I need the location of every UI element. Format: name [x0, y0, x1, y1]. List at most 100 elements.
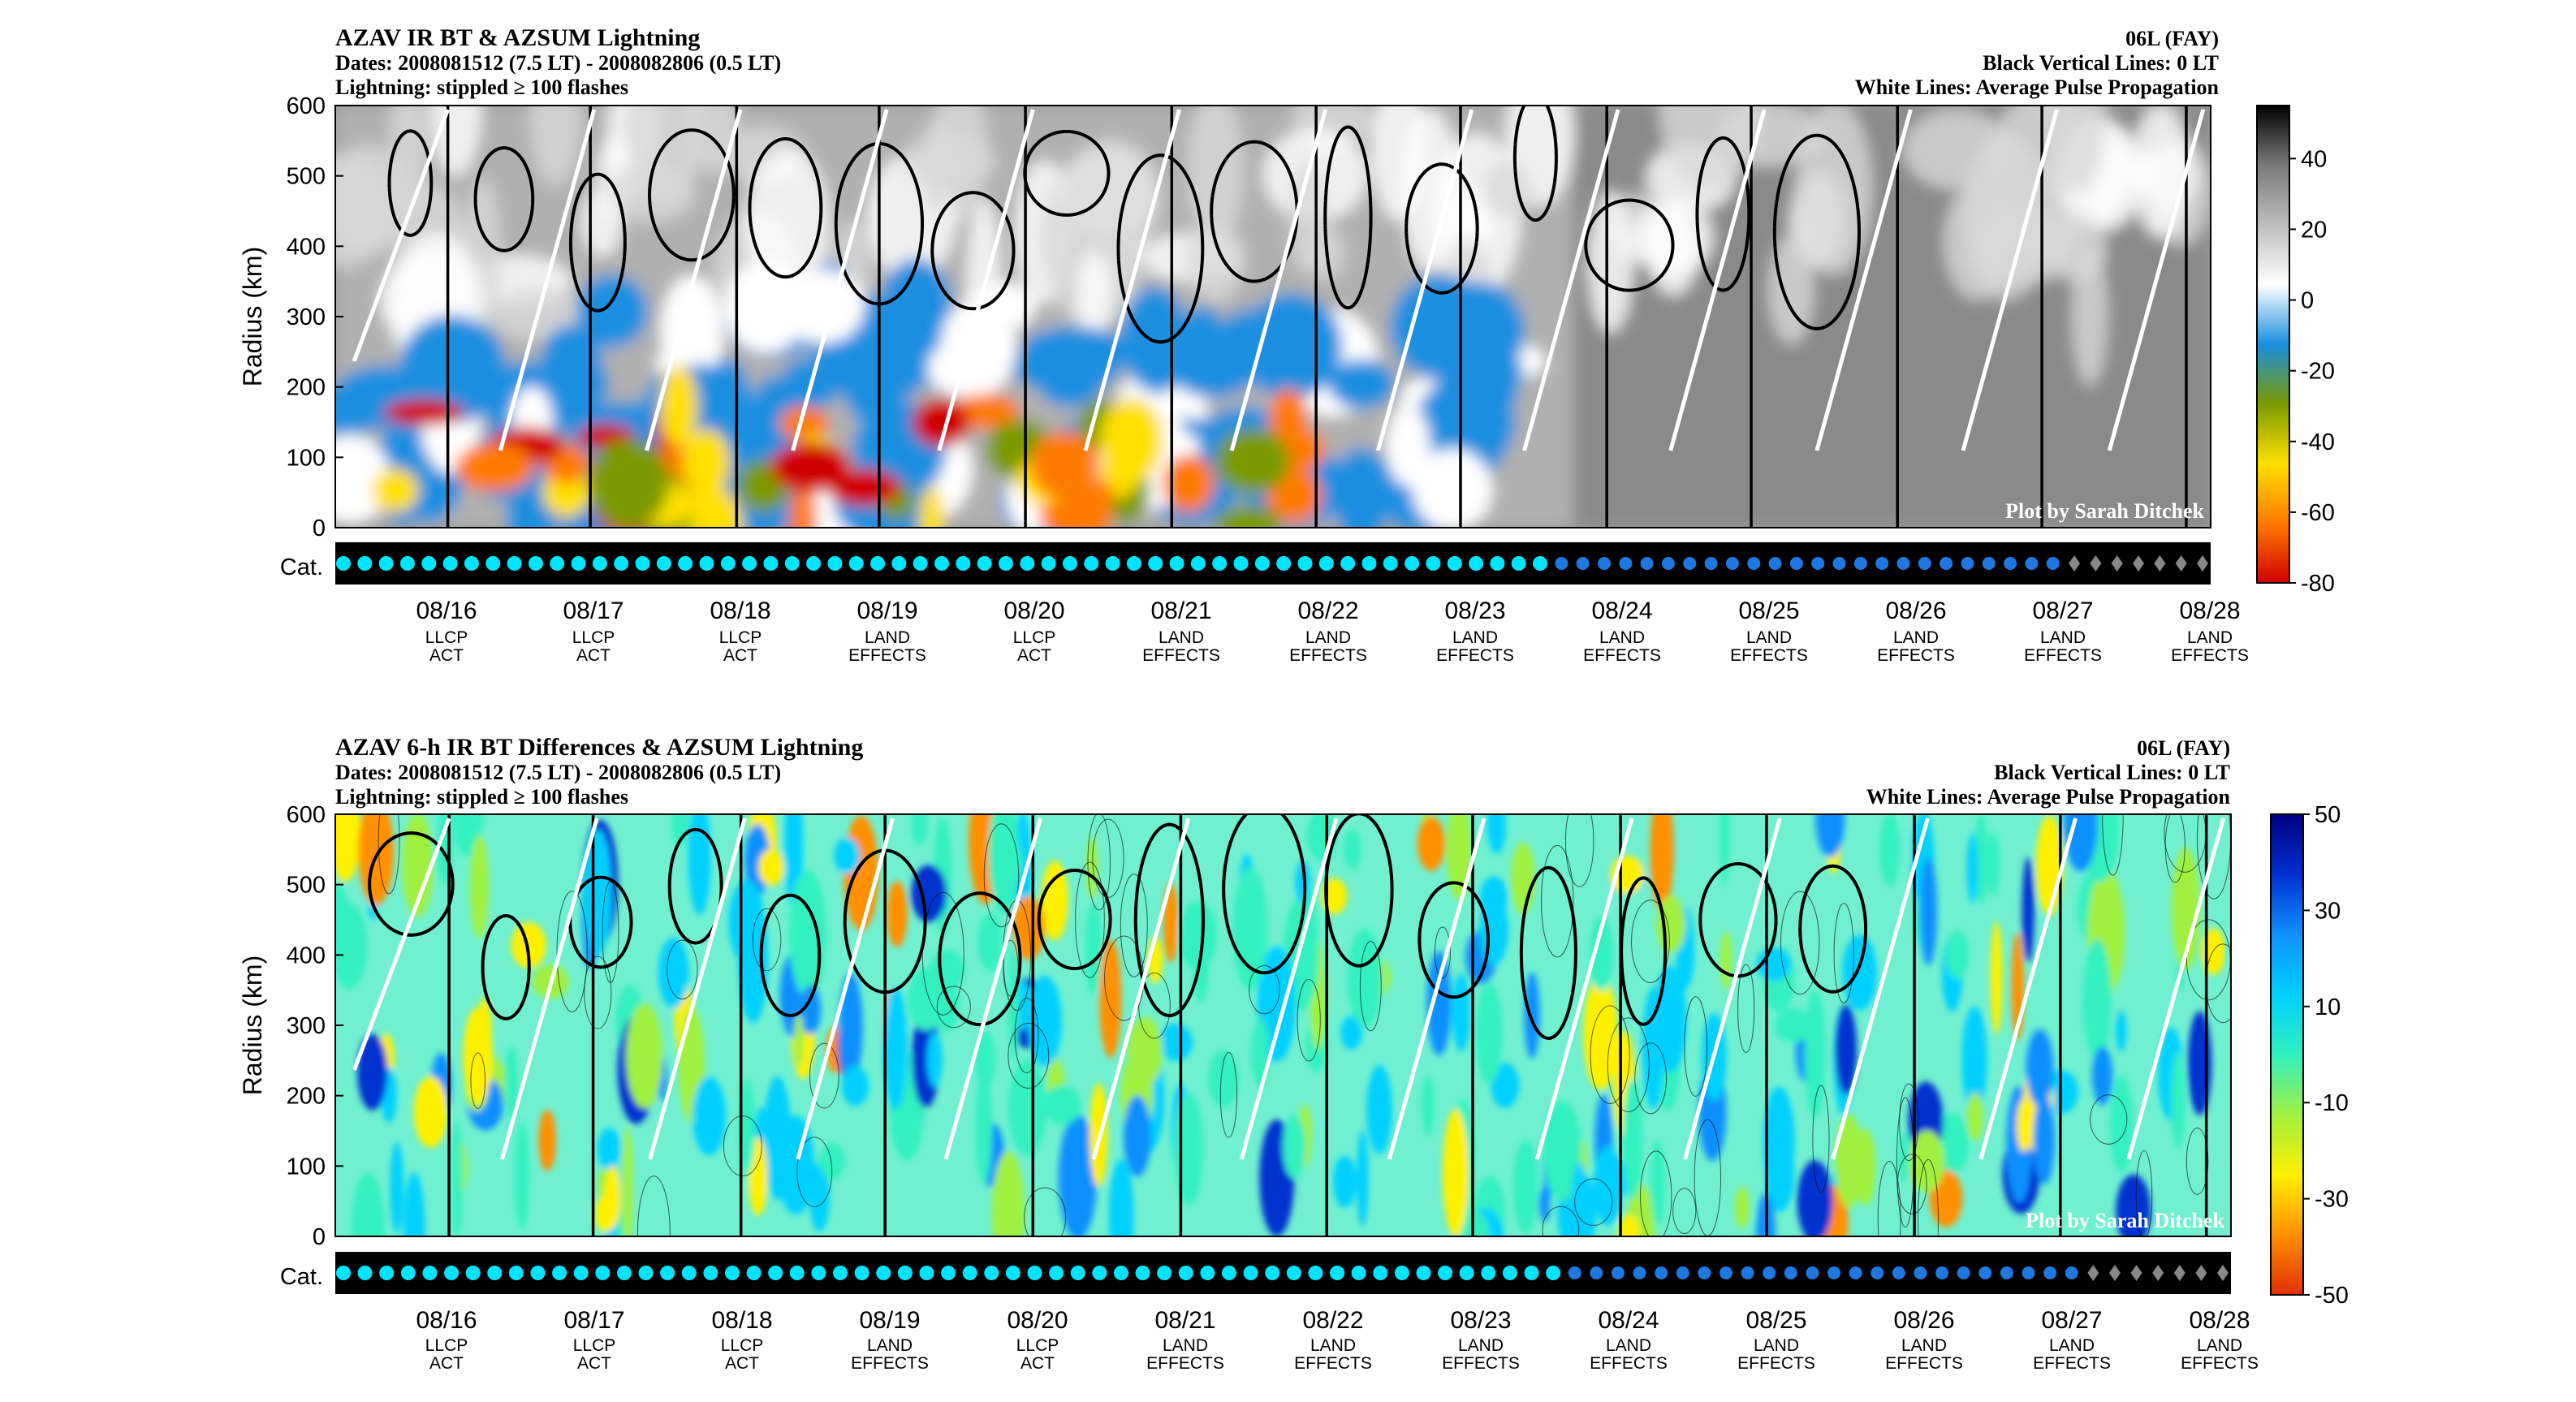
- category-marker: [614, 556, 629, 571]
- field-blob: [671, 814, 689, 847]
- field-blob: [908, 968, 945, 1031]
- lightning-contour: [1037, 868, 1112, 971]
- event-label: EFFECTS: [2181, 1354, 2259, 1373]
- y-tick-label: 300: [287, 1013, 326, 1039]
- category-label: Cat.: [280, 1264, 323, 1290]
- field-blob: [788, 869, 826, 999]
- category-marker: [1875, 557, 1889, 570]
- field-blob: [1835, 1004, 1858, 1095]
- field-blob: [919, 485, 944, 528]
- field-blob: [351, 1171, 385, 1236]
- category-marker: [854, 1266, 869, 1280]
- category-marker: [1105, 556, 1120, 571]
- category-marker: [1961, 557, 1974, 570]
- thin-contour: [1014, 998, 1039, 1074]
- category-marker: [720, 556, 736, 571]
- date-label: 08/23: [1444, 597, 1505, 624]
- category-marker: [2046, 557, 2060, 570]
- date-label: 08/19: [857, 597, 917, 624]
- date-label: 08/20: [1003, 597, 1064, 624]
- colorbar-tick-label: 30: [2315, 898, 2341, 924]
- field-blob: [724, 261, 809, 353]
- field-blob: [920, 116, 956, 213]
- thin-contour: [1631, 899, 1670, 983]
- category-marker: [1935, 1266, 1949, 1279]
- field-blob: [688, 814, 711, 916]
- category-marker: [1005, 1266, 1020, 1280]
- category-marker: [507, 556, 522, 571]
- y-tick-label: 100: [287, 445, 326, 471]
- pulse-line: [645, 109, 743, 451]
- event-label: LAND: [865, 628, 910, 647]
- field-blob: [335, 903, 368, 989]
- lightning-contour: [1798, 864, 1868, 994]
- field-blob: [1763, 1086, 1795, 1197]
- category-marker: [550, 556, 565, 571]
- category-markers: [336, 555, 2208, 572]
- category-marker: [977, 556, 992, 571]
- field-blob: [1241, 293, 1343, 399]
- date-label: 08/21: [1154, 1307, 1215, 1334]
- category-marker: [1148, 556, 1163, 571]
- thin-contour: [1120, 874, 1148, 977]
- thin-contour: [378, 814, 400, 895]
- event-label: LAND: [1452, 628, 1498, 647]
- event-label: ACT: [1017, 646, 1051, 665]
- event-label: LAND: [1746, 628, 1792, 647]
- field-blob: [1187, 106, 1244, 248]
- field-blob: [834, 837, 861, 874]
- date-label: 08/21: [1150, 597, 1211, 624]
- category-marker: [763, 556, 779, 571]
- thin-contour: [1899, 1083, 1919, 1162]
- pulse-line: [1239, 817, 1339, 1160]
- field-blob: [546, 330, 596, 433]
- colorbar-tick-label: 40: [2301, 146, 2327, 172]
- thin-contour: [2135, 1150, 2153, 1236]
- field-blob: [1650, 814, 1674, 912]
- thin-contour: [1672, 1188, 1697, 1234]
- date-label: 08/28: [2189, 1307, 2250, 1334]
- field-blob: [1174, 1093, 1203, 1206]
- category-marker: [595, 1266, 611, 1280]
- field-blob: [1251, 1018, 1270, 1089]
- pulse-line: [1375, 109, 1474, 451]
- pulse-line: [1229, 109, 1328, 451]
- category-marker: [811, 1266, 826, 1280]
- event-label: LAND: [2049, 1336, 2095, 1355]
- category-marker: [1611, 1266, 1625, 1279]
- field-blob: [1044, 1085, 1081, 1125]
- field-blob: [1128, 1016, 1163, 1087]
- category-marker: [592, 556, 607, 571]
- category-marker: [1914, 1266, 1927, 1279]
- field-blob: [1076, 248, 1111, 341]
- category-marker: [1524, 1266, 1539, 1280]
- lightning-contour: [1695, 136, 1751, 292]
- field-blob: [1804, 990, 1826, 1119]
- category-marker: [357, 1266, 373, 1280]
- field-blob: [1990, 921, 2003, 1035]
- pulse-line: [352, 109, 450, 362]
- lightning-contour: [1584, 198, 1675, 292]
- field-blob: [1593, 1146, 1623, 1226]
- thin-contours: [378, 814, 2231, 1236]
- field-blob: [1123, 1095, 1151, 1177]
- event-label: ACT: [576, 646, 611, 665]
- chart-dates: Dates: 2008081512 (7.5 LT) - 2008082806 …: [335, 761, 781, 784]
- category-marker: [1640, 557, 1654, 570]
- field-blob: [455, 442, 534, 492]
- colorbar-tick-label: 50: [2315, 802, 2341, 828]
- field-blob: [1571, 1162, 1588, 1236]
- field-blob: [1028, 975, 1062, 1067]
- category-marker: [1698, 1266, 1711, 1279]
- pulse-line: [648, 817, 747, 1160]
- field-blob: [911, 865, 947, 922]
- lightning-contour: [667, 827, 723, 945]
- category-marker: [1741, 1266, 1754, 1279]
- field-blob: [1482, 162, 1532, 218]
- category-marker: [1135, 1266, 1150, 1280]
- field-blob: [2132, 106, 2190, 238]
- colorbar-tick-label: -60: [2301, 500, 2335, 526]
- field-blob: [358, 814, 394, 906]
- y-tick-label: 100: [287, 1154, 326, 1180]
- category-markers: [336, 1265, 2229, 1281]
